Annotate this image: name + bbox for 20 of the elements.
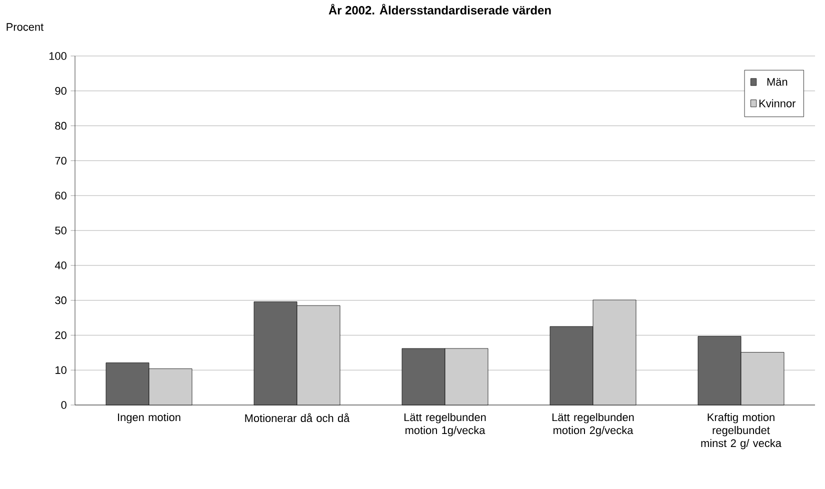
x-tick-label: Lätt regelbunden motion 1g/vecka <box>404 413 486 436</box>
x-tick-label: Motionerar då och då <box>245 413 350 422</box>
x-tick-label: Kraftig motion regelbundet minst 2 g/ vecka <box>701 413 782 450</box>
y-tick-label: 90 <box>55 87 66 95</box>
x-tick-label: Lätt regelbunden motion 2g/vecka <box>552 413 634 436</box>
legend-label: Kvinnor <box>759 99 796 108</box>
y-tick-label: 80 <box>55 122 66 130</box>
y-tick-label: 50 <box>55 226 66 234</box>
y-tick-label: 30 <box>55 296 66 304</box>
y-tick-label: 40 <box>54 262 66 270</box>
y-tick-label: 100 <box>49 52 66 60</box>
y-tick-label: 0 <box>61 401 66 409</box>
legend-label: Män <box>767 78 788 86</box>
y-tick-label: 10 <box>56 366 66 374</box>
x-tick-label: Ingen motion <box>118 413 180 424</box>
y-tick-label: 70 <box>55 156 66 165</box>
y-tick-label: 20 <box>55 331 66 340</box>
chart-title: År 2002. Åldersstandardiserade värden <box>328 4 551 14</box>
y-axis-title: Procent <box>6 23 44 31</box>
y-tick-label: 60 <box>55 192 66 200</box>
